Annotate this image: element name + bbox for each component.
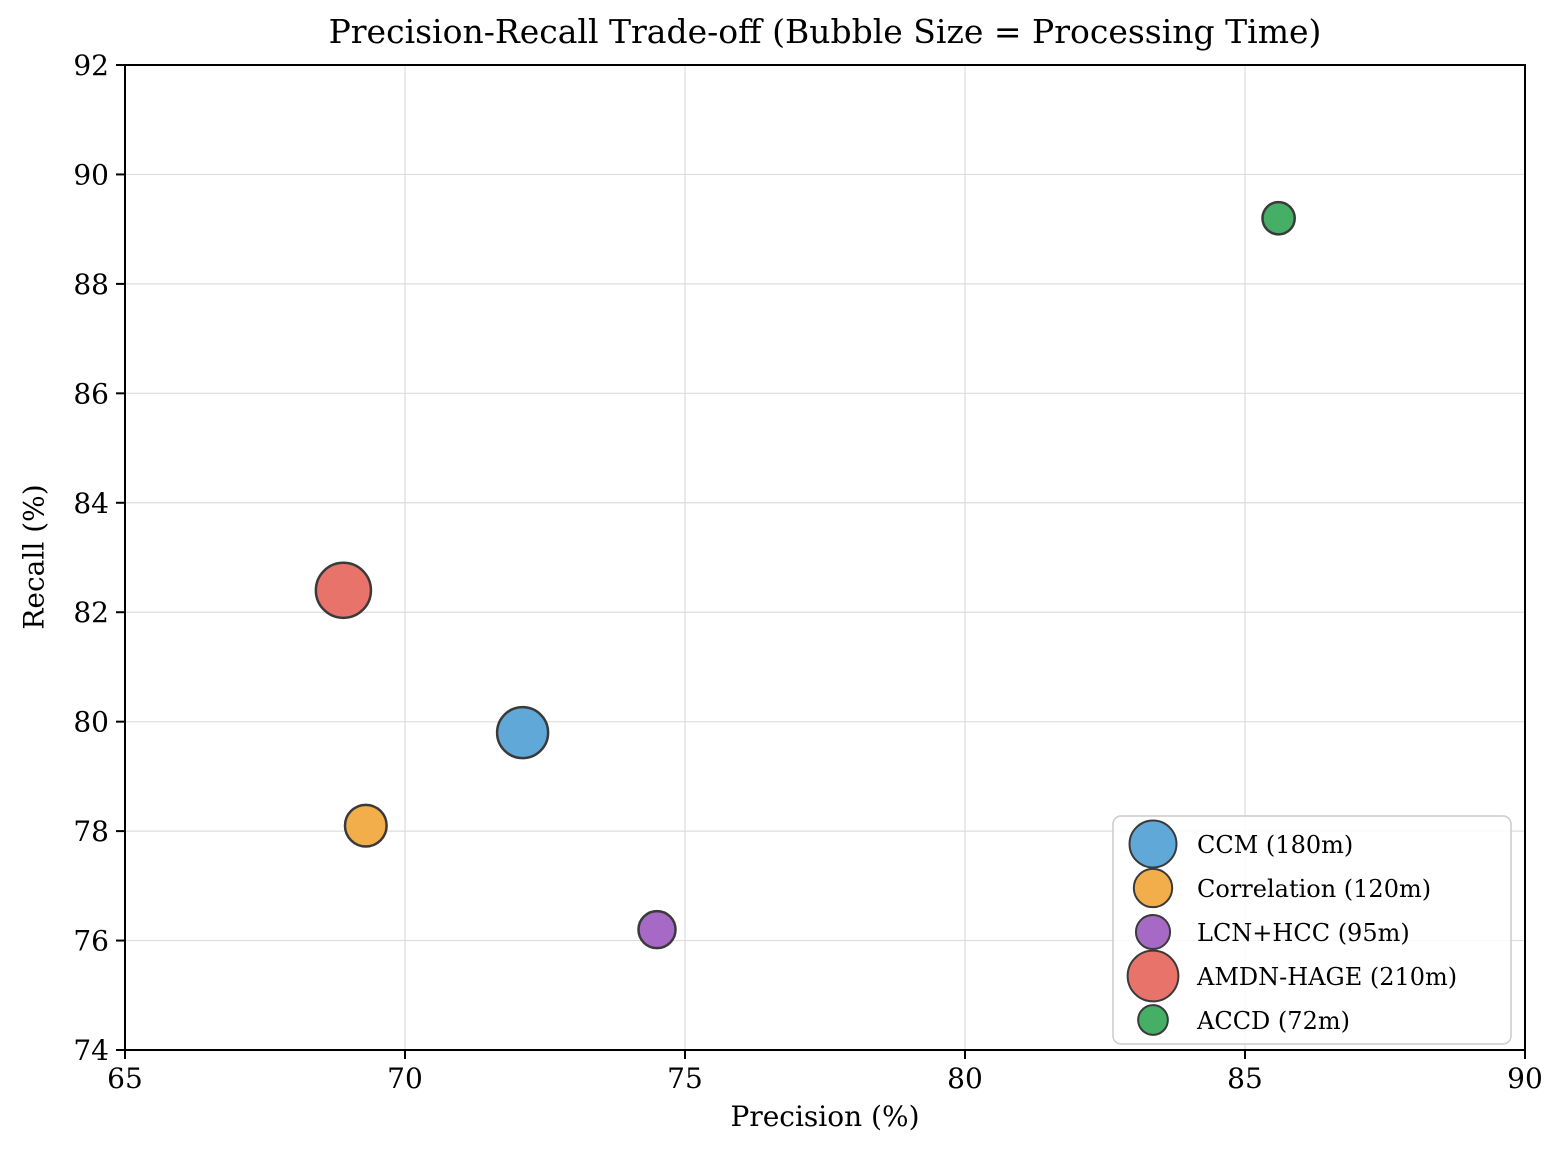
bubble-Correlation <box>343 803 388 848</box>
legend-item-LCN+HCC: LCN+HCC (95m) <box>1134 913 1410 951</box>
y-tick-label: 80 <box>73 706 109 739</box>
y-tick-label: 74 <box>73 1034 109 1067</box>
x-axis-label: Precision (%) <box>730 1100 920 1133</box>
y-tick-label: 90 <box>73 158 109 191</box>
axes-spines <box>124 64 1526 1051</box>
bubble-LCN+HCC <box>637 909 677 950</box>
y-tick-label: 78 <box>73 815 109 848</box>
legend-marker-AMDN-HAGE <box>1126 949 1180 1003</box>
legend-label: AMDN-HAGE (210m) <box>1196 963 1457 991</box>
legend-marker-ACCD <box>1137 1004 1169 1036</box>
x-tick-label: 70 <box>387 1062 423 1095</box>
legend-label: CCM (180m) <box>1197 831 1353 859</box>
legend-item-CCM: CCM (180m) <box>1128 819 1353 869</box>
y-tick-label: 84 <box>73 487 109 520</box>
legend-marker-Correlation <box>1132 867 1174 909</box>
y-tick-label: 82 <box>73 596 109 629</box>
legend-label: LCN+HCC (95m) <box>1197 919 1410 947</box>
x-tick-label: 65 <box>107 1062 143 1095</box>
x-tick-label: 85 <box>1227 1062 1263 1095</box>
y-tick-label: 92 <box>73 49 109 82</box>
legend-item-AMDN-HAGE: AMDN-HAGE (210m) <box>1126 949 1457 1003</box>
legend-label: Correlation (120m) <box>1197 875 1431 903</box>
legend-label: ACCD (72m) <box>1196 1007 1350 1035</box>
legend-marker-CCM <box>1128 819 1178 869</box>
legend-item-ACCD: ACCD (72m) <box>1137 1004 1350 1036</box>
legend-marker-LCN+HCC <box>1134 913 1172 951</box>
y-tick-label: 76 <box>73 925 109 958</box>
bubble-CCM <box>495 705 550 760</box>
x-tick-label: 75 <box>667 1062 703 1095</box>
bubble-AMDN-HAGE <box>314 561 373 620</box>
legend: CCM (180m) Correlation (120m) LCN+HCC (95m… <box>1112 815 1512 1045</box>
x-tick-label: 80 <box>947 1062 983 1095</box>
legend-box <box>1112 815 1512 1045</box>
y-tick-label: 88 <box>73 268 109 301</box>
y-tick-label: 86 <box>73 377 109 410</box>
bubble-ACCD <box>1261 200 1296 236</box>
legend-item-Correlation: Correlation (120m) <box>1132 867 1431 909</box>
x-tick-label: 90 <box>1507 1062 1543 1095</box>
chart-title: Precision-Recall Trade-off (Bubble Size … <box>328 12 1322 51</box>
